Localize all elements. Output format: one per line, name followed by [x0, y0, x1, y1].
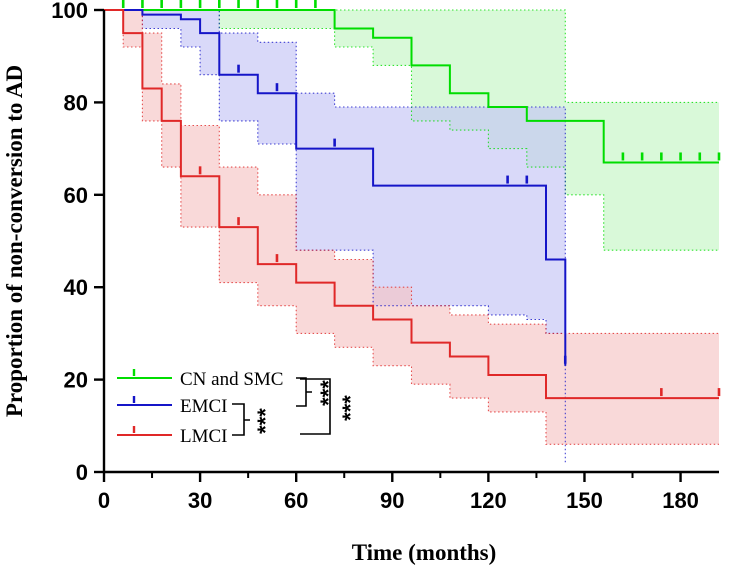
- legend-label-emci: EMCI: [180, 396, 228, 417]
- x-tick-label: 0: [98, 488, 110, 513]
- survival-curves: [104, 9, 719, 400]
- x-tick-label: 90: [380, 488, 404, 513]
- bracket-cn-emci: [296, 377, 312, 407]
- y-tick-label: 60: [64, 183, 88, 208]
- y-tick-label: 40: [64, 275, 88, 300]
- x-tick-label: 150: [566, 488, 603, 513]
- ci-band-emci: [104, 10, 566, 463]
- bracket-emci-lmci: [232, 403, 250, 436]
- curve-emci: [104, 9, 567, 366]
- y-tick-label: 100: [51, 0, 88, 23]
- confidence-bands: [104, 10, 719, 463]
- y-tick-label: 80: [64, 90, 88, 115]
- sig-label-cn-emci: ***: [316, 380, 341, 406]
- ci-upper-emci: [104, 9, 566, 366]
- legend-label-lmci: LMCI: [180, 426, 228, 447]
- axes: 0 20 40 60 80 100 0 30 60 90 120 150 180: [51, 0, 719, 513]
- x-tick-label: 180: [662, 488, 699, 513]
- ci-upper-lmci: [104, 9, 719, 334]
- sig-label-cn-lmci: ***: [338, 395, 363, 421]
- confidence-band-edges: [104, 9, 719, 463]
- bracket-cn-lmci: [300, 378, 331, 435]
- y-axis-title: Proportion of non-conversion to AD: [2, 65, 27, 417]
- x-tick-label: 60: [284, 488, 308, 513]
- significance-brackets: *** *** ***: [232, 377, 363, 436]
- sig-label-emci-lmci: ***: [253, 408, 278, 434]
- x-axis-title: Time (months): [352, 540, 497, 565]
- ci-lower-lmci: [104, 9, 719, 445]
- legend: CN and SMC EMCI LMCI: [117, 369, 283, 447]
- censor-marks: [121, 0, 721, 397]
- y-tick-label: 0: [76, 460, 88, 485]
- y-tick-label: 20: [64, 368, 88, 393]
- x-tick-label: 30: [188, 488, 212, 513]
- curve-lmci: [104, 9, 719, 400]
- x-tick-label: 120: [470, 488, 507, 513]
- curve-cn-and-smc: [104, 9, 719, 164]
- legend-label-cn-smc: CN and SMC: [180, 369, 283, 390]
